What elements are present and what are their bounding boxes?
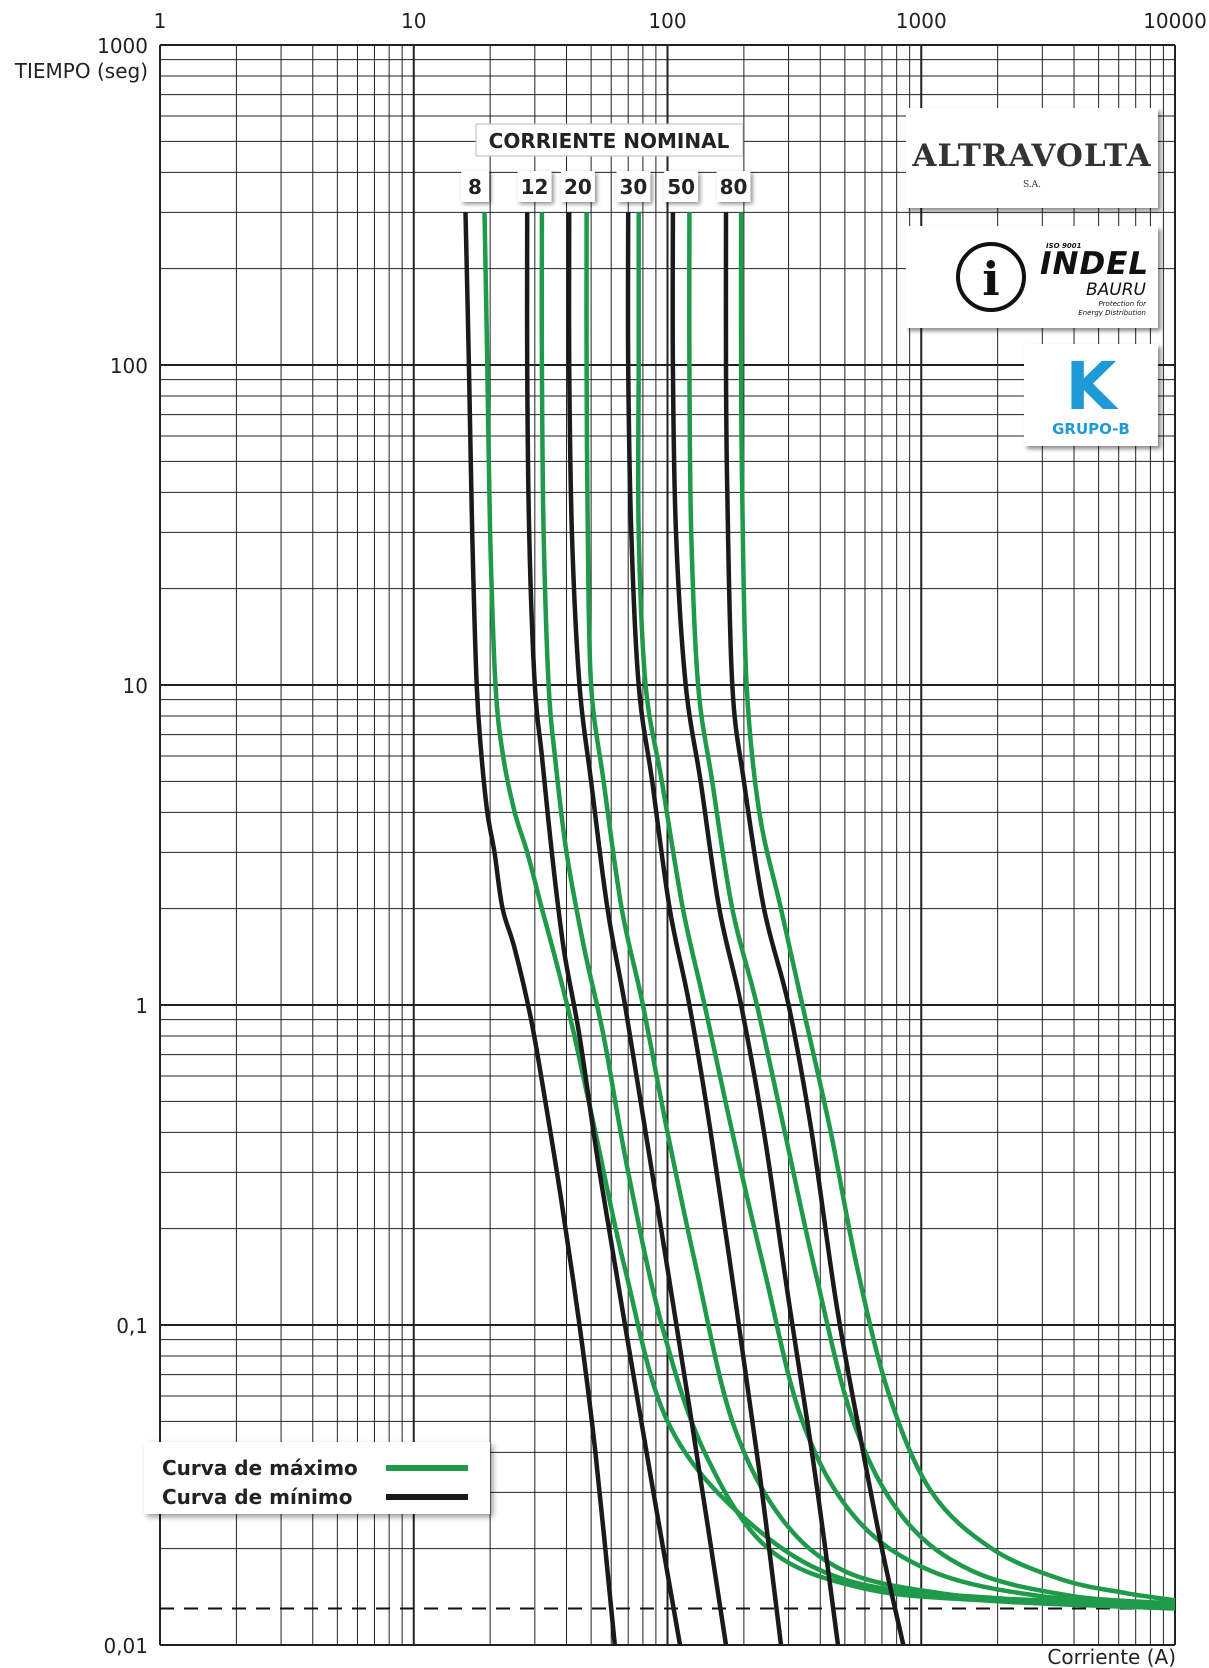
k-group-label: GRUPO-B <box>1052 420 1130 438</box>
x-tick-label: 10000 <box>1143 9 1207 33</box>
rating-tag-label: 12 <box>521 175 549 199</box>
indel-city: BAURU <box>1086 280 1146 300</box>
y-axis-title: TIEMPO (seg) <box>14 59 148 83</box>
x-tick-label: 100 <box>648 9 686 33</box>
rating-tags: 8 12 20 30 50 80 <box>461 171 751 202</box>
rating-tag-label: 80 <box>720 175 748 199</box>
indel-tagline-2: Energy Distribution <box>1078 309 1146 317</box>
curve-max-80 <box>738 212 1176 1603</box>
rating-tag-80: 80 <box>716 171 751 202</box>
y-tick-label: 0,1 <box>116 1314 148 1338</box>
rating-tag-box <box>616 171 651 202</box>
rating-tag-30: 30 <box>616 171 651 202</box>
rating-tag-12: 12 <box>517 171 552 202</box>
y-tick-labels: 0,01 0,1 1 10 100 1000 <box>97 34 148 1658</box>
rating-tag-label: 50 <box>667 175 695 199</box>
legend: Curva de máximo Curva de mínimo <box>144 1442 490 1514</box>
y-tick-label: 1 <box>135 994 148 1018</box>
x-axis-title: Corriente (A) <box>1047 1645 1176 1668</box>
altravolta-suffix: S.A. <box>1022 180 1042 190</box>
rating-header: CORRIENTE NOMINAL <box>475 123 744 157</box>
indel-tagline-1: Protection for <box>1098 300 1146 308</box>
curve-max-8 <box>482 212 1176 1606</box>
rating-tag-label: 20 <box>564 175 592 199</box>
altravolta-name: ALTRAVOLTA <box>912 138 1152 174</box>
indel-iso: ISO 9001 <box>1046 242 1082 250</box>
curve-min-8 <box>463 212 618 1646</box>
y-tick-label: 1000 <box>97 34 148 58</box>
rating-tag-20: 20 <box>560 171 595 202</box>
rating-tag-label: 8 <box>468 175 482 199</box>
rating-header-text: CORRIENTE NOMINAL <box>489 129 730 153</box>
rating-tag-box <box>461 171 490 202</box>
curve-max-20 <box>584 212 1176 1609</box>
rating-tag-box <box>560 171 595 202</box>
legend-min-label: Curva de mínimo <box>162 1485 353 1509</box>
k-group-badge: K GRUPO-B <box>1024 344 1158 446</box>
curve-min-50 <box>670 212 841 1646</box>
y-tick-label: 10 <box>123 674 148 698</box>
rating-tag-box <box>517 171 552 202</box>
indel-tagline: Protection for Energy Distribution <box>1026 300 1146 318</box>
x-tick-labels: 1 10 100 1000 10000 <box>154 9 1207 33</box>
altravolta-logo: ALTRAVOLTA S.A. <box>906 108 1158 208</box>
curve-max-12 <box>539 212 1176 1611</box>
rating-tag-box <box>664 171 699 202</box>
curve-min-20 <box>566 212 729 1646</box>
curve-max-30 <box>635 212 1176 1607</box>
k-letter: K <box>1065 348 1117 425</box>
indel-logo: i ISO 9001 INDEL BAURU Protection for En… <box>906 226 1158 328</box>
indel-brand: INDEL <box>1040 246 1150 282</box>
y-tick-label: 0,01 <box>103 1634 148 1658</box>
x-tick-label: 1000 <box>896 9 947 33</box>
rating-tag-box <box>716 171 751 202</box>
rating-tag-50: 50 <box>664 171 699 202</box>
x-tick-label: 10 <box>401 9 426 33</box>
rating-tag-8: 8 <box>461 171 490 202</box>
x-tick-label: 1 <box>154 9 167 33</box>
rating-tag-label: 30 <box>620 175 648 199</box>
curves-layer <box>463 212 1176 1646</box>
curve-min-30 <box>625 212 784 1646</box>
curve-max-50 <box>687 212 1176 1606</box>
rating-header-box <box>475 123 744 157</box>
legend-box <box>144 1442 490 1514</box>
legend-max-label: Curva de máximo <box>162 1456 358 1480</box>
y-tick-label: 100 <box>110 354 148 378</box>
curve-min-80 <box>723 212 906 1646</box>
curve-min-12 <box>524 212 683 1646</box>
indel-seal-icon: i <box>956 242 1026 312</box>
